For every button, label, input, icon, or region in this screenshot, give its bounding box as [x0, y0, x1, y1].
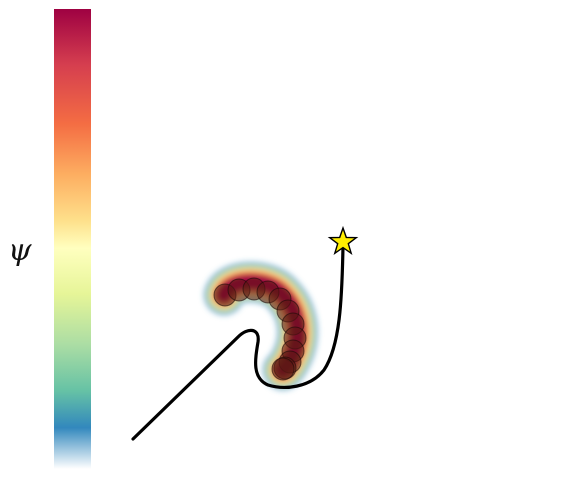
- colorbar-label: ψ: [8, 233, 32, 268]
- agent-dot: [271, 357, 295, 381]
- agent-dots: [213, 277, 307, 381]
- goal-star-icon: [327, 225, 359, 256]
- colorbar: [54, 9, 91, 469]
- trajectory-line: [131, 244, 345, 441]
